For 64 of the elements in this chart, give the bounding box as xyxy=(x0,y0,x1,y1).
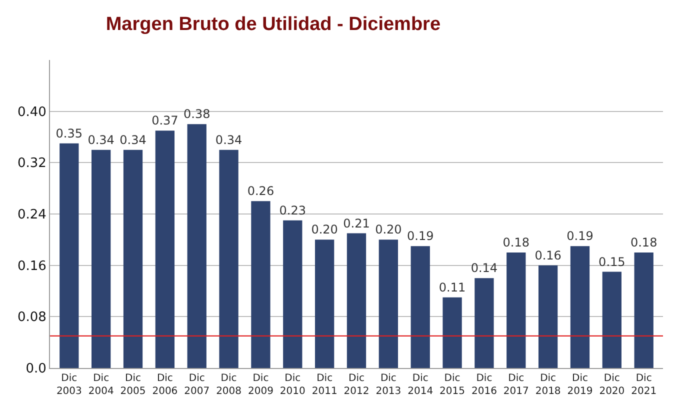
bar xyxy=(474,278,494,368)
bar xyxy=(219,150,238,368)
data-label: 0.15 xyxy=(598,254,626,269)
y-tick-label: 0.08 xyxy=(17,310,46,326)
bar xyxy=(634,252,654,368)
bar xyxy=(442,297,462,368)
data-label: 0.38 xyxy=(184,107,210,122)
y-tick-label: 0.16 xyxy=(17,258,46,274)
x-tick-label: Dic 2013 xyxy=(376,373,402,397)
data-label: 0.34 xyxy=(215,132,242,147)
x-tick-label: Dic 2008 xyxy=(216,373,242,397)
data-label: 0.14 xyxy=(470,261,498,276)
data-label: 0.23 xyxy=(279,203,306,218)
bar xyxy=(410,246,430,368)
x-tick-label: Dic 2009 xyxy=(248,373,274,397)
data-label: 0.16 xyxy=(534,248,562,262)
bar xyxy=(283,220,302,368)
bar xyxy=(123,150,143,368)
x-tick-label: Dic 2007 xyxy=(184,373,210,397)
x-tick-label: Dic 2006 xyxy=(152,373,178,397)
data-label: 0.21 xyxy=(343,216,370,230)
data-label: 0.19 xyxy=(566,229,594,244)
data-label: 0.11 xyxy=(438,280,466,294)
x-tick-label: Dic 2019 xyxy=(567,373,593,397)
bar xyxy=(251,201,270,368)
data-label: 0.20 xyxy=(311,222,338,237)
x-tick-label: Dic 2011 xyxy=(312,373,338,397)
x-tick-label: Dic 2003 xyxy=(56,373,82,397)
bar xyxy=(378,240,398,368)
bar xyxy=(187,124,206,368)
x-tick-label: Dic 2021 xyxy=(631,373,657,397)
y-tick-label: 0.0 xyxy=(26,362,46,377)
data-label: 0.18 xyxy=(630,236,658,250)
x-tick-label: Dic 2012 xyxy=(344,373,370,397)
x-tick-label: Dic 2018 xyxy=(535,373,561,397)
x-tick-label: Dic 2015 xyxy=(440,373,466,397)
data-label: 0.34 xyxy=(88,132,114,147)
bar xyxy=(155,130,175,368)
bar xyxy=(602,272,622,368)
bar xyxy=(538,265,558,368)
x-tick-label: Dic 2005 xyxy=(120,373,146,397)
bar xyxy=(314,240,334,368)
data-label: 0.18 xyxy=(502,236,530,250)
bar xyxy=(346,233,366,368)
x-tick-label: Dic 2010 xyxy=(280,373,306,397)
data-label: 0.34 xyxy=(120,132,146,147)
data-label: 0.20 xyxy=(375,222,402,237)
chart-title: Margen Bruto de Utilidad - Diciembre xyxy=(106,14,441,35)
y-tick-label: 0.24 xyxy=(17,208,46,223)
bar xyxy=(92,150,111,368)
x-tick-label: Dic 2004 xyxy=(88,373,114,397)
data-label: 0.35 xyxy=(56,126,83,140)
x-tick-label: Dic 2014 xyxy=(408,373,434,397)
data-label: 0.19 xyxy=(406,229,434,244)
y-tick-label: 0.32 xyxy=(17,156,46,172)
data-label: 0.37 xyxy=(152,114,178,128)
bar xyxy=(506,252,526,368)
y-tick-label: 0.40 xyxy=(17,104,46,120)
x-tick-label: Dic 2016 xyxy=(471,373,497,397)
x-tick-label: Dic 2020 xyxy=(599,373,625,397)
bar xyxy=(570,246,590,368)
bar xyxy=(60,143,79,368)
x-tick-label: Dic 2017 xyxy=(503,373,529,397)
data-label: 0.26 xyxy=(247,184,274,198)
